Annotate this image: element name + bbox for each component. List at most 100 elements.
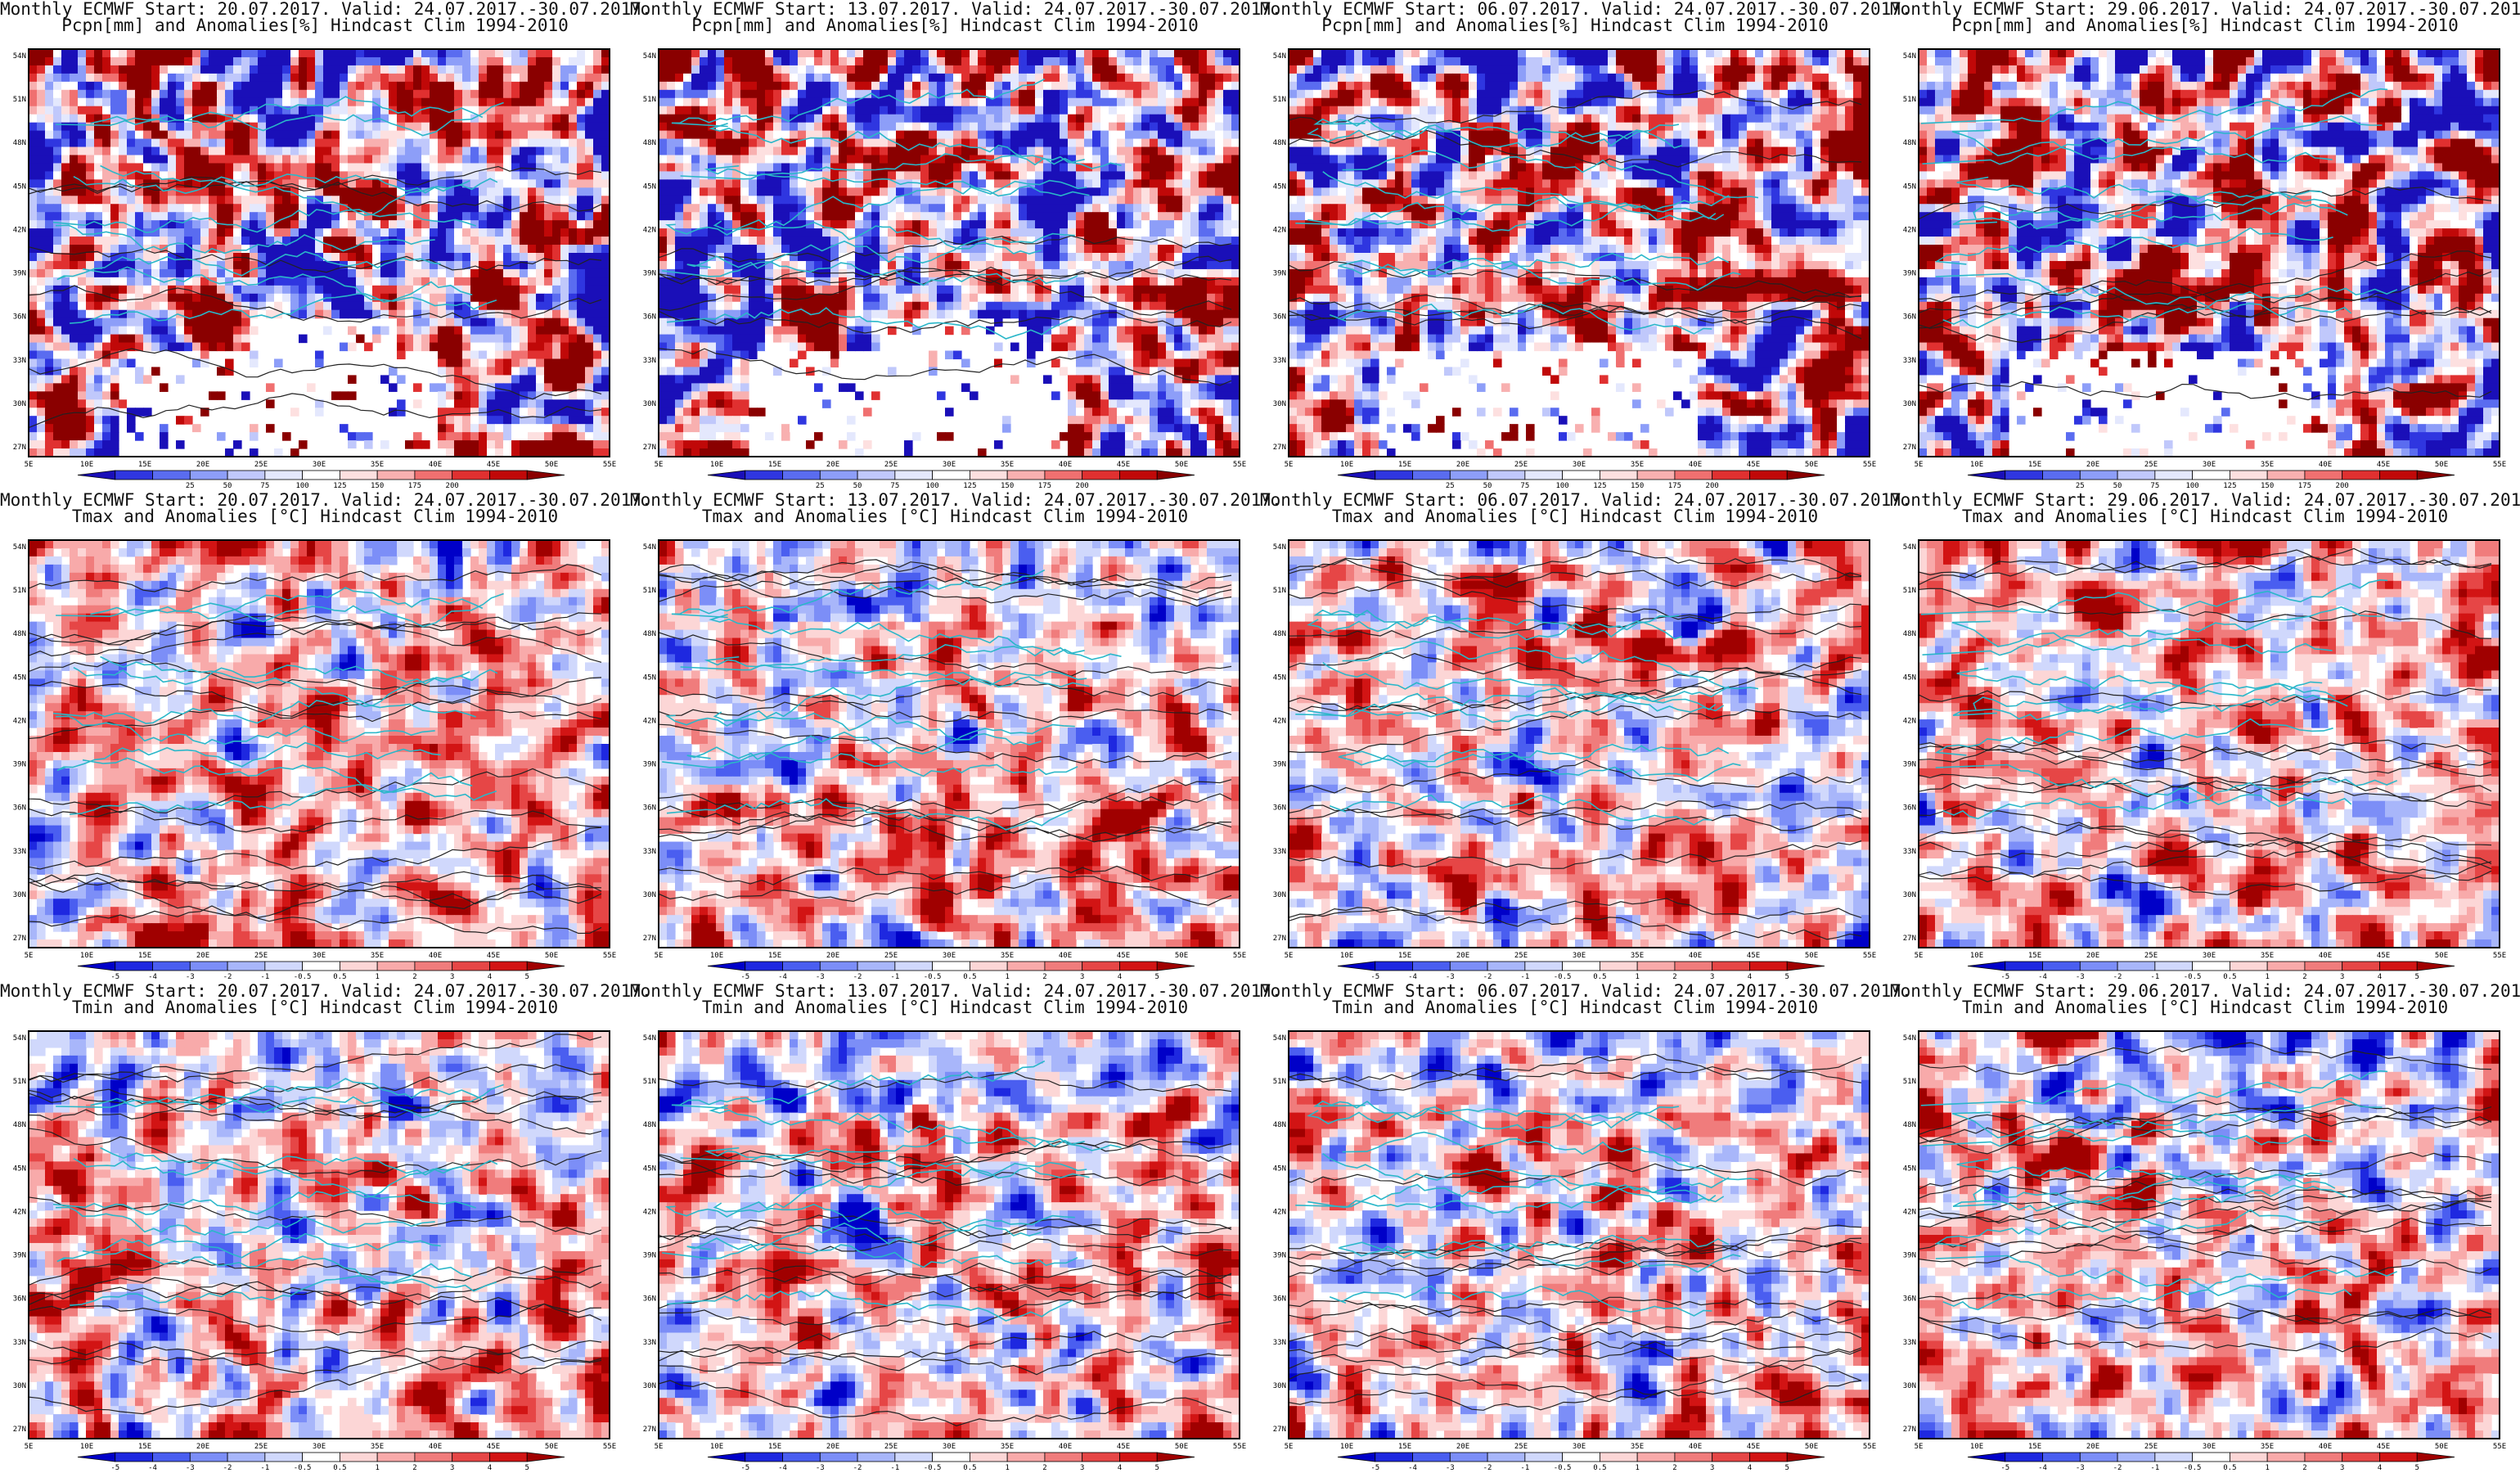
lat-tick-label: 54N: [1903, 1034, 1916, 1043]
colorbar-swatch: [115, 470, 153, 480]
lon-tick-label: 5E: [25, 461, 34, 469]
lat-tick-label: 27N: [1903, 1426, 1916, 1434]
panel-title-variable: Tmax and Anomalies [°C] Hindcast Clim 19…: [0, 507, 630, 525]
colorbar: -5 -4 -3 -2 -1 -0.5 0.5 1 2 3 4 5: [1967, 1452, 2455, 1472]
colorbar-tick-label: -5: [1370, 1464, 1379, 1472]
forecast-panel-tmin-1: 54N 51N 48N 45N 42N 39N 36N 33N 30N 27N 5E 10E 15E 20…: [0, 982, 652, 1473]
colorbar-tick-label: 5: [1785, 973, 1789, 981]
colorbar-swatch: [2379, 1452, 2418, 1462]
map-frame: [28, 539, 610, 948]
lat-tick-label: 30N: [1273, 891, 1286, 899]
lon-tick-label: 45E: [1747, 952, 1760, 960]
map-frame: [1288, 1030, 1870, 1439]
colorbar-tick-label: 100: [925, 482, 938, 490]
panel-title-run: Monthly ECMWF Start: 20.07.2017. Valid: …: [0, 0, 652, 18]
colorbar-tick-label: 4: [1748, 973, 1752, 981]
lat-tick-label: 45N: [1273, 673, 1286, 682]
colorbar-swatch: [2342, 1452, 2380, 1462]
colorbar-tick-label: 150: [1631, 482, 1644, 490]
colorbar-tick-label: 2: [412, 1464, 416, 1472]
lon-tick-label: 40E: [429, 1443, 442, 1451]
lon-tick-label: 40E: [1689, 952, 1702, 960]
lon-tick-label: 45E: [2377, 461, 2390, 469]
colorbar-tick-label: 3: [450, 973, 454, 981]
colorbar-tick-label: 1: [375, 973, 379, 981]
lon-tick-label: 50E: [2435, 952, 2448, 960]
colorbar-swatch: [932, 470, 970, 480]
forecast-panel-tmax-3: 54N 51N 48N 45N 42N 39N 36N 33N 30N 27N 5E 10E 15E 20…: [1260, 491, 1912, 982]
lat-tick-label: 30N: [1903, 1382, 1916, 1390]
colorbar-tick-label: 25: [2076, 482, 2085, 490]
panel-title-variable: Tmin and Anomalies [°C] Hindcast Clim 19…: [0, 998, 630, 1016]
colorbar-swatch: [857, 470, 896, 480]
lat-tick-label: 54N: [1273, 1034, 1286, 1043]
colorbar: -5 -4 -3 -2 -1 -0.5 0.5 1 2 3 4 5: [1967, 961, 2455, 981]
map-plot: 54N 51N 48N 45N 42N 39N 36N 33N 30N 27N 5E 10E 15E 20…: [1903, 48, 2506, 490]
lon-tick-label: 10E: [80, 461, 93, 469]
colorbar-tick-label: 125: [2223, 482, 2236, 490]
lat-tick-label: 33N: [13, 357, 26, 365]
map-frame: [1918, 539, 2500, 948]
colorbar-swatch: [1119, 961, 1158, 971]
colorbar-swatch: [152, 470, 191, 480]
lon-tick-label: 55E: [1233, 1443, 1246, 1451]
lat-tick-label: 27N: [643, 935, 656, 943]
colorbar-tick-label: 4: [2378, 973, 2382, 981]
colorbar-tick-label: 1: [1635, 973, 1639, 981]
coastlines: [52, 96, 504, 324]
colorbar-swatch: [2304, 470, 2343, 480]
map-frame: [1288, 539, 1870, 948]
lon-tick-label: 5E: [25, 1443, 34, 1451]
colorbar-tick-label: 200: [446, 482, 459, 490]
lat-tick-label: 54N: [13, 1034, 26, 1043]
colorbar-tick-label: -0.5: [2184, 973, 2202, 981]
lon-tick-label: 45E: [487, 1443, 500, 1451]
colorbar-swatch: [1449, 961, 1488, 971]
colorbar-tick-label: -1: [890, 973, 899, 981]
colorbar-tick-label: 0.5: [333, 973, 346, 981]
anomaly-field: [1919, 1031, 2500, 1439]
anomaly-field: [1289, 540, 1870, 948]
lat-tick-label: 51N: [13, 587, 26, 595]
panel-title-variable: Pcpn[mm] and Anomalies[%] Hindcast Clim …: [0, 16, 630, 34]
colorbar-tick-label: 125: [963, 482, 976, 490]
panel-title-run: Monthly ECMWF Start: 29.06.2017. Valid: …: [1890, 0, 2520, 18]
lon-tick-label: 10E: [710, 952, 723, 960]
colorbar-tick-label: -2: [853, 973, 862, 981]
lon-tick-label: 5E: [1915, 461, 1924, 469]
colorbar-tick-label: 0.5: [963, 1464, 976, 1472]
lon-tick-label: 5E: [1285, 461, 1294, 469]
colorbar-tick-label: 0.5: [1593, 1464, 1606, 1472]
colorbar-tick-label: -2: [223, 973, 232, 981]
lat-tick-label: 45N: [13, 673, 26, 682]
colorbar-swatch: [339, 961, 378, 971]
lon-tick-label: 45E: [1117, 952, 1130, 960]
colorbar-tick-label: 175: [408, 482, 421, 490]
lat-tick-label: 27N: [1903, 935, 1916, 943]
colorbar-swatch: [376, 470, 416, 480]
forecast-panel-tmin-4: 54N 51N 48N 45N 42N 39N 36N 33N 30N 27N 5E 10E 15E 20…: [1890, 982, 2520, 1473]
colorbar-swatch: [414, 961, 453, 971]
colorbar-swatch: [1006, 470, 1046, 480]
lon-tick-label: 55E: [1863, 952, 1876, 960]
colorbar-tick-label: -4: [1408, 973, 1417, 981]
colorbar-swatch: [302, 1452, 340, 1462]
colorbar-tick-label: 100: [1555, 482, 1568, 490]
coastlines: [1295, 609, 1759, 826]
colorbar-swatch: [782, 470, 821, 480]
coastlines: [662, 1060, 1122, 1322]
colorbar-tick-label: 150: [371, 482, 384, 490]
colorbar-swatch: [115, 1452, 153, 1462]
colorbar: 25 50 75 100 125 150 175 200: [707, 470, 1195, 490]
lat-tick-label: 54N: [643, 52, 656, 61]
coastlines: [1920, 579, 2398, 820]
colorbar-swatch: [264, 961, 304, 971]
lon-tick-label: 50E: [1805, 461, 1818, 469]
colorbar-tick-label: 150: [2261, 482, 2274, 490]
lon-tick-label: 30E: [2203, 1443, 2216, 1451]
lat-tick-label: 30N: [643, 891, 656, 899]
lon-tick-label: 55E: [1233, 952, 1246, 960]
colorbar-swatch: [1524, 1452, 1564, 1462]
colorbar-swatch: [1674, 961, 1713, 971]
map-plot: 54N 51N 48N 45N 42N 39N 36N 33N 30N 27N 5E 10E 15E 20…: [1273, 48, 1876, 490]
